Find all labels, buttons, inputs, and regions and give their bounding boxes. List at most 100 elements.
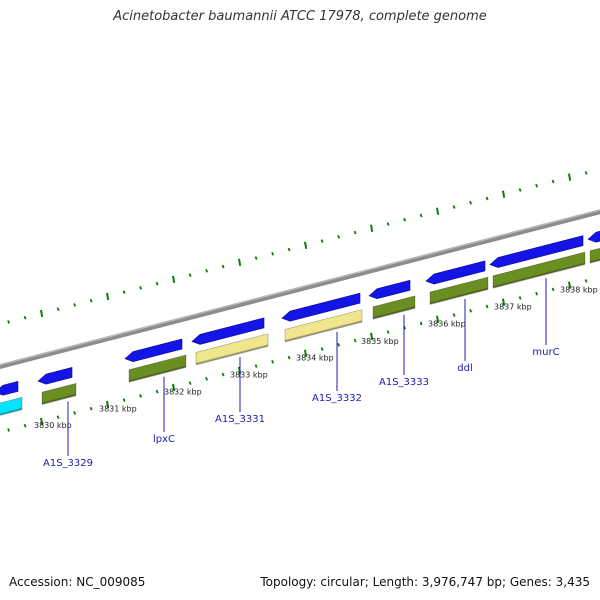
- upper-tick-mark: [403, 217, 407, 222]
- feature-track: [0, 230, 600, 417]
- tick-tracks: [7, 171, 588, 432]
- gene-label: A1S_3331: [215, 414, 265, 425]
- lower-tick-mark: [188, 381, 192, 385]
- scale-tick-label: 3834 kbp: [296, 354, 334, 363]
- reverse-gene-bar-shade: [196, 344, 268, 366]
- lower-tick-mark: [122, 398, 126, 402]
- lower-tick-mark: [155, 389, 159, 394]
- upper-tick-mark: [139, 286, 143, 290]
- reverse-gene-bar-shade: [42, 393, 76, 406]
- gene-label: A1S_3333: [379, 377, 429, 388]
- scale-tick-label: 3833 kbp: [230, 371, 268, 380]
- map-title: Acinetobacter baumannii ATCC 17978, comp…: [113, 9, 487, 24]
- upper-tick-mark: [188, 273, 192, 277]
- reverse-gene-bar: [429, 276, 489, 305]
- reverse-gene-bar-shade: [373, 306, 415, 320]
- upper-tick-mark: [155, 281, 159, 286]
- reverse-gene-bar: [128, 354, 187, 383]
- lower-tick-mark: [271, 359, 275, 364]
- upper-tick-mark: [353, 230, 357, 235]
- lower-tick-mark: [551, 287, 555, 292]
- reverse-gene-bar: [492, 251, 586, 289]
- gene-labels: A1S_3329 lpxC A1S_3331 A1S_3332 A1S_3333 ddl m…: [43, 278, 560, 469]
- upper-tick-mark: [89, 298, 93, 303]
- lower-tick-mark: [485, 304, 489, 309]
- forward-gene-arrow: [425, 260, 486, 285]
- lower-tick-mark: [452, 313, 456, 317]
- upper-tick-mark: [452, 205, 456, 209]
- lower-tick-mark: [337, 342, 341, 347]
- reverse-gene-bar: [195, 333, 269, 365]
- upper-tick-mark: [287, 247, 291, 252]
- scale-tick-label: 3830 kbp: [34, 421, 72, 430]
- lower-tick-mark: [254, 364, 258, 368]
- scale-tick-label: 3835 kbp: [361, 337, 399, 346]
- reverse-gene-bar: [41, 383, 77, 405]
- scale-labels: 3830 kbp 3831 kbp 3832 kbp 3833 kbp 3834 kbp…: [34, 286, 598, 431]
- lower-tick-mark: [172, 383, 176, 392]
- reverse-gene-bar-shade: [285, 320, 362, 343]
- upper-tick-mark: [254, 256, 258, 260]
- lower-tick-mark: [419, 321, 423, 326]
- forward-gene-arrow: [37, 367, 73, 385]
- reverse-gene-bar: [284, 309, 363, 342]
- upper-tick-mark: [7, 320, 11, 324]
- upper-tick-mark: [56, 307, 60, 311]
- lower-tick-mark: [139, 394, 143, 398]
- lower-tick-mark: [568, 281, 572, 289]
- upper-tick-mark: [73, 303, 77, 307]
- lower-tick-mark: [320, 347, 324, 351]
- lower-tick-mark: [106, 400, 110, 409]
- lower-tick-mark: [436, 315, 440, 323]
- upper-tick-mark: [122, 290, 126, 294]
- gene-label: lpxC: [153, 434, 175, 445]
- lower-tick-mark: [23, 423, 27, 428]
- forward-gene-arrow: [281, 292, 361, 322]
- upper-tick-mark: [337, 234, 341, 239]
- gene-label: A1S_3332: [312, 393, 362, 404]
- gene-label: murC: [532, 347, 559, 358]
- upper-tick-mark: [485, 196, 489, 201]
- upper-tick-mark: [271, 251, 275, 256]
- highlighted-gene-bar: [0, 396, 23, 416]
- lower-tick-mark: [370, 332, 374, 340]
- genome-summary: Topology: circular; Length: 3,976,747 bp…: [260, 575, 590, 589]
- upper-tick-mark: [502, 190, 506, 198]
- forward-gene-arrow: [191, 317, 265, 345]
- reverse-gene-bar-shade: [493, 262, 585, 289]
- upper-tick-mark: [436, 207, 440, 215]
- forward-gene-arrow: [124, 338, 183, 362]
- lower-tick-mark: [502, 298, 506, 306]
- lower-tick-mark: [205, 377, 209, 381]
- forward-gene-arrow: [489, 235, 584, 268]
- upper-tick-mark: [106, 292, 110, 301]
- lower-tick-mark: [386, 330, 390, 334]
- scale-tick-label: 3832 kbp: [164, 388, 202, 397]
- lower-tick-mark: [73, 411, 77, 415]
- lower-tick-mark: [56, 415, 60, 419]
- lower-tick-mark: [287, 355, 291, 360]
- reverse-gene-bar-shade: [590, 258, 600, 264]
- upper-tick-mark: [584, 171, 588, 175]
- upper-tick-mark: [40, 309, 44, 318]
- upper-tick-mark: [238, 258, 242, 267]
- scale-tick-label: 3837 kbp: [494, 303, 532, 312]
- lower-tick-mark: [221, 372, 225, 377]
- lower-tick-mark: [353, 338, 357, 343]
- upper-tick-mark: [518, 188, 522, 192]
- backbone-highlight: [0, 209, 600, 366]
- upper-tick-mark: [370, 224, 374, 232]
- reverse-gene-bar-shade: [430, 287, 488, 306]
- forward-gene-arrow: [368, 279, 411, 300]
- lower-tick-mark: [469, 308, 473, 313]
- highlighted-gene-bar-shade: [0, 407, 22, 417]
- gene-label: A1S_3329: [43, 458, 93, 469]
- upper-tick-mark: [419, 213, 423, 218]
- upper-tick-mark: [205, 269, 209, 273]
- scale-tick-label: 3831 kbp: [99, 404, 137, 413]
- gene-label: ddl: [457, 363, 472, 374]
- lower-tick-mark: [40, 417, 44, 426]
- backbone-track: [0, 209, 600, 369]
- upper-tick-mark: [551, 179, 555, 184]
